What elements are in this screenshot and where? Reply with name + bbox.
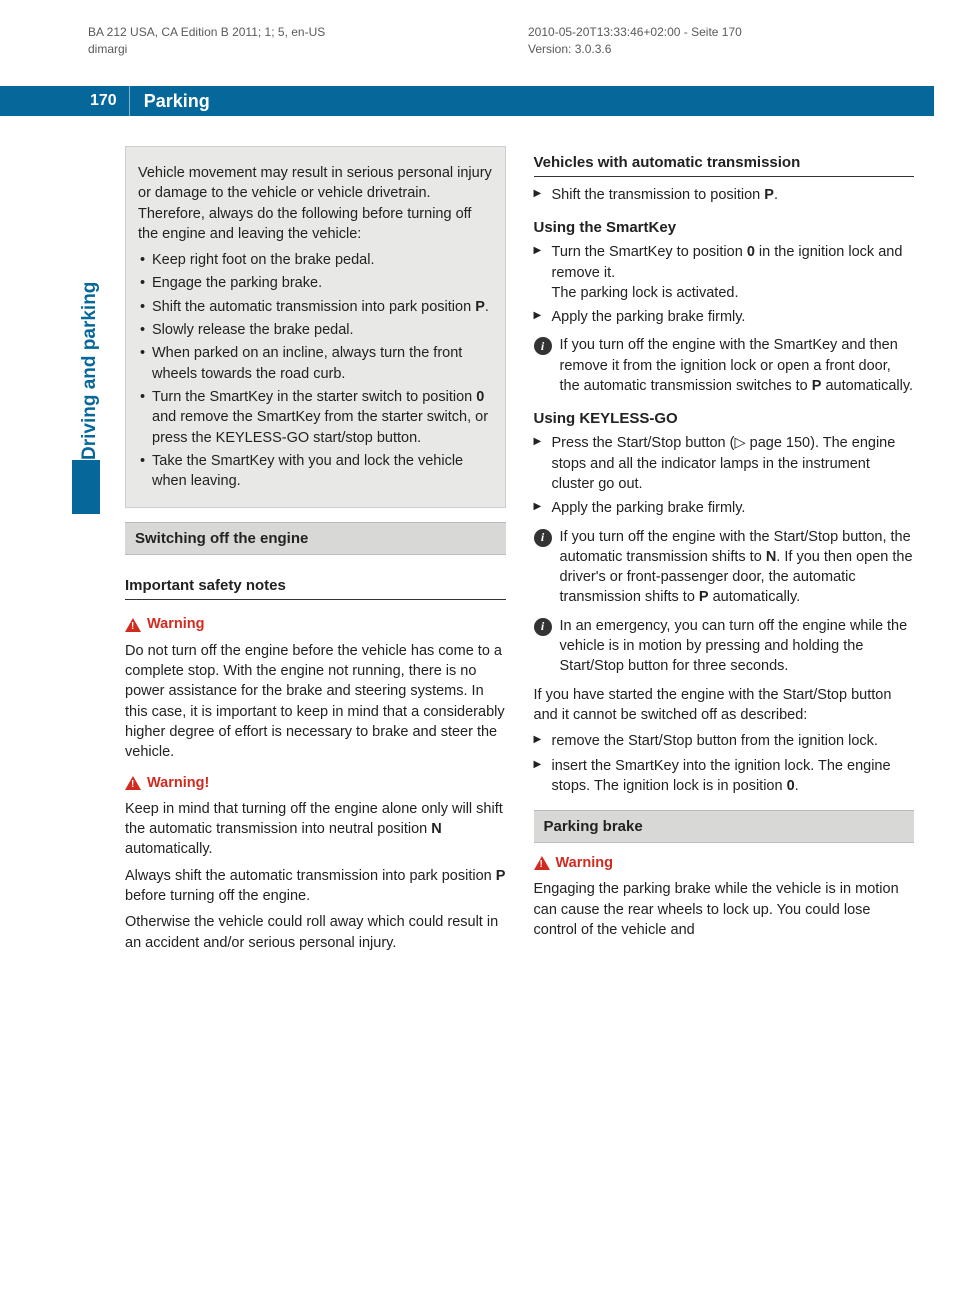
warning-2-p3: Otherwise the vehicle could roll away wh… xyxy=(125,912,506,953)
parking-brake-header: Parking brake xyxy=(534,810,915,843)
kl-step: Apply the parking brake firmly. xyxy=(534,498,915,518)
meta-left-line2: dimargi xyxy=(88,41,325,58)
kl-info-1: i If you turn off the engine with the St… xyxy=(534,527,915,608)
page-number: 170 xyxy=(0,86,130,116)
sk-step: Apply the parking brake firmly. xyxy=(534,307,915,327)
kl-step: Press the Start/Stop button (▷ page 150)… xyxy=(534,433,915,494)
right-column: Vehicles with automatic transmission Shi… xyxy=(534,140,915,959)
warning-title: Warning! xyxy=(147,773,209,793)
intro-bullet: Shift the automatic transmission into pa… xyxy=(138,297,493,317)
side-tab-marker xyxy=(72,460,100,514)
warning-2-p1: Keep in mind that turning off the engine… xyxy=(125,799,506,860)
meta-left-line1: BA 212 USA, CA Edition B 2011; 1; 5, en-… xyxy=(88,24,325,41)
section-banner: 170 Parking xyxy=(0,86,934,116)
kl-info-2-text: In an emergency, you can turn off the en… xyxy=(560,618,908,675)
kl-cannot-switch-note: If you have started the engine with the … xyxy=(534,685,915,726)
kl-fix-step: insert the SmartKey into the ignition lo… xyxy=(534,756,915,797)
sk-step: Turn the SmartKey to position 0 in the i… xyxy=(534,242,915,303)
side-tab-label: Driving and parking xyxy=(79,260,101,460)
pb-warning-row: Warning xyxy=(534,853,915,873)
info-icon: i xyxy=(534,337,552,355)
warning-triangle-icon xyxy=(125,776,141,790)
left-column: Vehicle movement may result in serious p… xyxy=(125,140,506,959)
keyless-heading: Using KEYLESS-GO xyxy=(534,408,915,429)
intro-bullet: Take the SmartKey with you and lock the … xyxy=(138,451,493,492)
meta-right-line1: 2010-05-20T13:33:46+02:00 - Seite 170 xyxy=(528,24,742,41)
meta-right-line2: Version: 3.0.3.6 xyxy=(528,41,742,58)
warning-row-1: Warning xyxy=(125,614,506,634)
intro-gray-box: Vehicle movement may result in serious p… xyxy=(125,146,506,508)
pb-warning-body: Engaging the parking brake while the veh… xyxy=(534,879,915,940)
switching-off-header: Switching off the engine xyxy=(125,522,506,555)
intro-bullet: Keep right foot on the brake pedal. xyxy=(138,250,493,270)
safety-notes-heading: Important safety notes xyxy=(125,575,506,600)
warning-1-body: Do not turn off the engine before the ve… xyxy=(125,641,506,763)
intro-lead: Vehicle movement may result in serious p… xyxy=(138,163,493,244)
kl-fix-step: remove the Start/Stop button from the ig… xyxy=(534,731,915,751)
intro-bullet: Turn the SmartKey in the starter switch … xyxy=(138,387,493,448)
kl-fix-steps: remove the Start/Stop button from the ig… xyxy=(534,731,915,796)
banner-title: Parking xyxy=(130,91,210,112)
info-icon: i xyxy=(534,529,552,547)
warning-triangle-icon xyxy=(125,618,141,632)
content-columns: Vehicle movement may result in serious p… xyxy=(125,140,914,959)
intro-bullet-list: Keep right foot on the brake pedal. Enga… xyxy=(138,250,493,491)
warning-triangle-icon xyxy=(534,856,550,870)
warning-2-p2: Always shift the automatic transmission … xyxy=(125,866,506,907)
intro-bullet: When parked on an incline, always turn t… xyxy=(138,343,493,384)
meta-right: 2010-05-20T13:33:46+02:00 - Seite 170 Ve… xyxy=(528,24,742,58)
keyless-steps: Press the Start/Stop button (▷ page 150)… xyxy=(534,433,915,518)
smartkey-steps: Turn the SmartKey to position 0 in the i… xyxy=(534,242,915,327)
meta-left: BA 212 USA, CA Edition B 2011; 1; 5, en-… xyxy=(88,24,325,58)
kl-info-1-text: If you turn off the engine with the Star… xyxy=(560,529,913,606)
intro-bullet: Engage the parking brake. xyxy=(138,273,493,293)
manual-page: BA 212 USA, CA Edition B 2011; 1; 5, en-… xyxy=(0,0,954,1294)
auto-step-list: Shift the transmission to position P. xyxy=(534,185,915,205)
smartkey-heading: Using the SmartKey xyxy=(534,217,915,238)
warning-title: Warning xyxy=(147,614,204,634)
auto-trans-heading: Vehicles with automatic transmission xyxy=(534,152,915,177)
sk-info: i If you turn off the engine with the Sm… xyxy=(534,335,915,396)
warning-row-2: Warning! xyxy=(125,773,506,793)
info-icon: i xyxy=(534,618,552,636)
sk-info-text: If you turn off the engine with the Smar… xyxy=(560,337,914,394)
kl-info-2: i In an emergency, you can turn off the … xyxy=(534,616,915,677)
auto-step: Shift the transmission to position P. xyxy=(534,185,915,205)
intro-bullet: Slowly release the brake pedal. xyxy=(138,320,493,340)
pb-warning-title: Warning xyxy=(556,853,613,873)
